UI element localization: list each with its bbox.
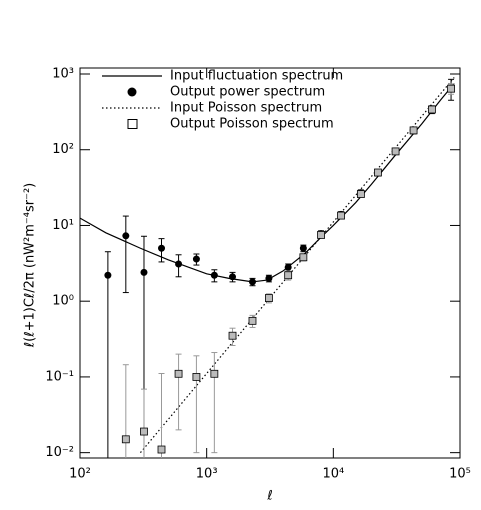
marker (374, 168, 382, 177)
legend-label: Input Poisson spectrum (170, 101, 322, 116)
marker (121, 435, 130, 444)
marker (122, 232, 130, 240)
marker (104, 271, 112, 279)
y-axis-label: ℓ(ℓ+1)Cℓ/2π (nW²m⁻⁴sr⁻²) (23, 183, 38, 348)
x-tick-label: 10³ (196, 467, 218, 482)
legend-label: Input fluctuation spectrum (170, 69, 343, 84)
marker (284, 263, 292, 271)
marker (248, 316, 257, 325)
x-tick-label: 10⁵ (449, 467, 471, 482)
marker (174, 369, 183, 378)
marker (284, 271, 293, 280)
x-axis-label: ℓ (266, 489, 272, 504)
marker (192, 373, 201, 381)
marker (140, 268, 148, 276)
x-tick-label: 10⁴ (322, 467, 344, 482)
x-tick-label: 10² (69, 467, 91, 482)
marker (299, 244, 307, 252)
marker (265, 274, 273, 282)
marker (157, 445, 166, 454)
marker (299, 253, 308, 262)
marker (210, 369, 219, 378)
legend-label: Output Poisson spectrum (170, 117, 334, 132)
marker (337, 211, 345, 220)
marker (356, 190, 365, 198)
marker (229, 273, 237, 281)
y-tick-label: 10⁻² (45, 445, 74, 460)
marker (248, 278, 256, 286)
series-line (139, 77, 455, 454)
marker (158, 244, 166, 252)
plot-frame (79, 67, 461, 459)
y-tick-label: 10⁻¹ (45, 369, 74, 384)
marker (447, 84, 455, 93)
legend-swatch (127, 87, 137, 97)
marker (391, 147, 400, 156)
y-tick-label: 10¹ (52, 218, 74, 233)
marker (427, 105, 436, 114)
legend-label: Output power spectrum (170, 85, 325, 100)
plot-area (80, 77, 455, 458)
marker (228, 331, 237, 340)
marker (317, 231, 325, 239)
marker (409, 126, 418, 135)
marker (140, 427, 148, 436)
marker (210, 271, 218, 279)
legend-swatch (127, 119, 138, 129)
y-tick-label: 10³ (52, 66, 74, 81)
y-tick-label: 10² (52, 142, 74, 157)
y-tick-label: 10⁰ (52, 294, 74, 309)
marker (265, 294, 273, 302)
marker (175, 260, 183, 268)
marker (192, 255, 200, 263)
